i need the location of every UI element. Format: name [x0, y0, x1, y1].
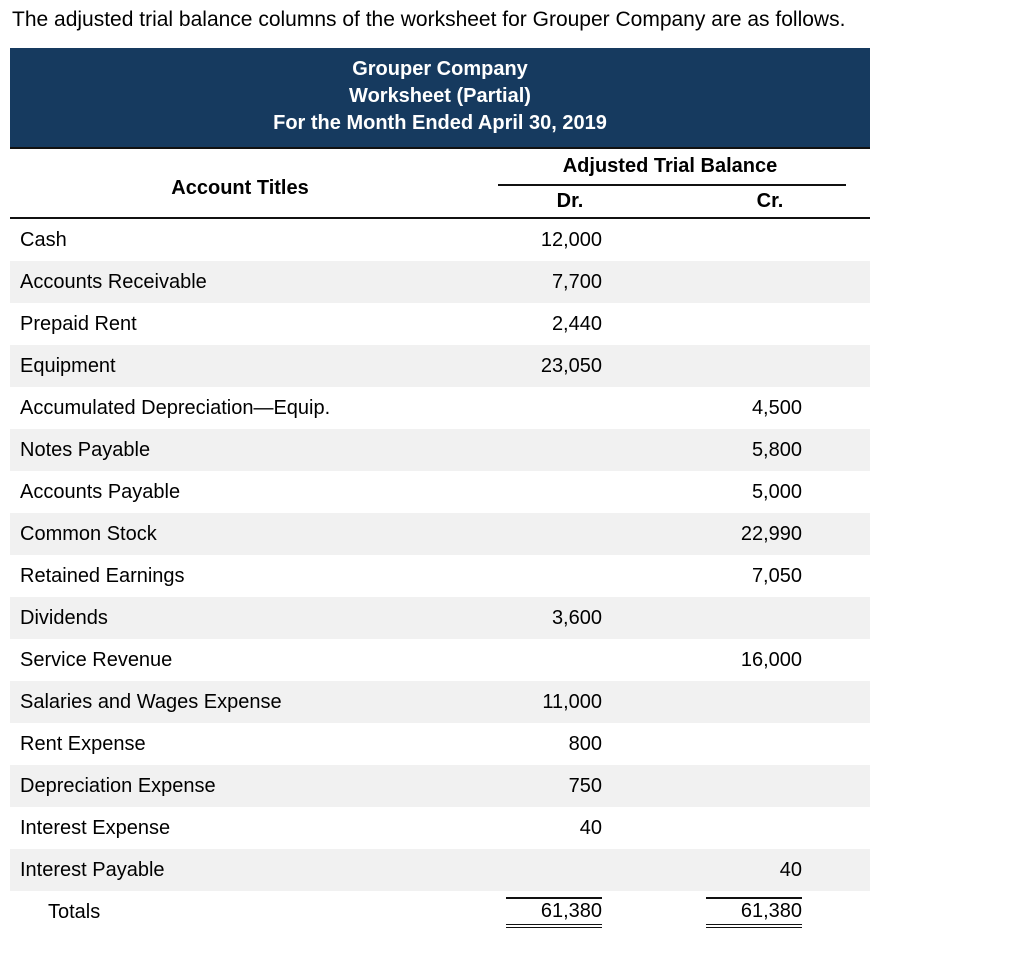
account-title: Equipment [20, 355, 464, 378]
table-row: Interest Payable 40 [10, 849, 870, 891]
cr-value: 4,500 [664, 397, 864, 420]
table-row: Interest Expense40 [10, 807, 870, 849]
cr-value: 7,050 [664, 565, 864, 588]
dr-value: 7,700 [464, 271, 664, 294]
table-row: Dividends3,600 [10, 597, 870, 639]
totals-label: Totals [20, 901, 464, 924]
col-dr: Dr. [470, 190, 670, 213]
worksheet-header: Grouper Company Worksheet (Partial) For … [10, 48, 870, 147]
account-title: Interest Payable [20, 859, 464, 882]
header-title: Worksheet (Partial) [14, 83, 866, 110]
col-cr: Cr. [670, 190, 870, 213]
account-title: Cash [20, 229, 464, 252]
table-row: Prepaid Rent2,440 [10, 303, 870, 345]
dr-value: 23,050 [464, 355, 664, 378]
cr-value: 5,000 [664, 481, 864, 504]
table-row: Rent Expense800 [10, 723, 870, 765]
table-row: Equipment23,050 [10, 345, 870, 387]
table-row: Accounts Receivable7,700 [10, 261, 870, 303]
account-title: Retained Earnings [20, 565, 464, 588]
account-title: Accounts Payable [20, 481, 464, 504]
cr-value: 5,800 [664, 439, 864, 462]
table-row: Retained Earnings 7,050 [10, 555, 870, 597]
account-title: Interest Expense [20, 817, 464, 840]
account-title: Accumulated Depreciation—Equip. [20, 397, 464, 420]
dr-value: 800 [464, 733, 664, 756]
account-title: Common Stock [20, 523, 464, 546]
table-row: Accumulated Depreciation—Equip. 4,500 [10, 387, 870, 429]
account-title: Dividends [20, 607, 464, 630]
dr-value: 12,000 [464, 229, 664, 252]
col-adjusted-trial-balance: Adjusted Trial Balance [470, 149, 870, 184]
table-row: Notes Payable 5,800 [10, 429, 870, 471]
account-title: Rent Expense [20, 733, 464, 756]
dr-value: 40 [464, 817, 664, 840]
table-row: Salaries and Wages Expense11,000 [10, 681, 870, 723]
account-title: Prepaid Rent [20, 313, 464, 336]
table-row: Accounts Payable 5,000 [10, 471, 870, 513]
dr-value: 750 [464, 775, 664, 798]
intro-text: The adjusted trial balance columns of th… [10, 6, 1014, 48]
totals-row: Totals 61,380 61,380 [10, 891, 870, 933]
table-row: Depreciation Expense750 [10, 765, 870, 807]
cr-value: 16,000 [664, 649, 864, 672]
totals-cr: 61,380 [664, 897, 864, 928]
account-title: Salaries and Wages Expense [20, 691, 464, 714]
table-row: Common Stock 22,990 [10, 513, 870, 555]
column-headers: Account Titles Adjusted Trial Balance Dr… [10, 149, 870, 217]
account-title: Depreciation Expense [20, 775, 464, 798]
table-row: Cash12,000 [10, 219, 870, 261]
table-body: Cash12,000Accounts Receivable7,700Prepai… [10, 219, 870, 891]
account-title: Accounts Receivable [20, 271, 464, 294]
dr-value: 3,600 [464, 607, 664, 630]
cr-value: 22,990 [664, 523, 864, 546]
dr-value: 2,440 [464, 313, 664, 336]
header-period: For the Month Ended April 30, 2019 [14, 110, 866, 137]
header-company: Grouper Company [14, 56, 866, 83]
col-account-titles: Account Titles [10, 149, 470, 217]
cr-value: 40 [664, 859, 864, 882]
account-title: Service Revenue [20, 649, 464, 672]
totals-dr: 61,380 [464, 897, 664, 928]
worksheet: Grouper Company Worksheet (Partial) For … [10, 48, 870, 933]
dr-value: 11,000 [464, 691, 664, 714]
account-title: Notes Payable [20, 439, 464, 462]
table-row: Service Revenue 16,000 [10, 639, 870, 681]
